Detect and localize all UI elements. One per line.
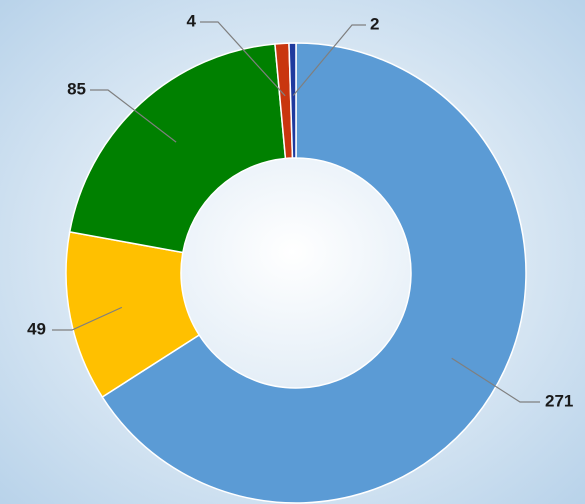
leader-line: [200, 21, 286, 97]
data-label: 271: [545, 391, 573, 410]
leader-line: [90, 89, 177, 143]
leader-line: [292, 24, 366, 96]
data-label: 49: [27, 319, 46, 338]
donut-slice: [288, 42, 297, 159]
leader-line: [451, 357, 540, 403]
data-label: 4: [187, 11, 197, 30]
donut-slice: [68, 43, 287, 254]
data-label: 85: [67, 79, 86, 98]
leader-line: [52, 306, 123, 331]
donut-slice: [101, 42, 527, 504]
data-label: 2: [370, 14, 379, 33]
